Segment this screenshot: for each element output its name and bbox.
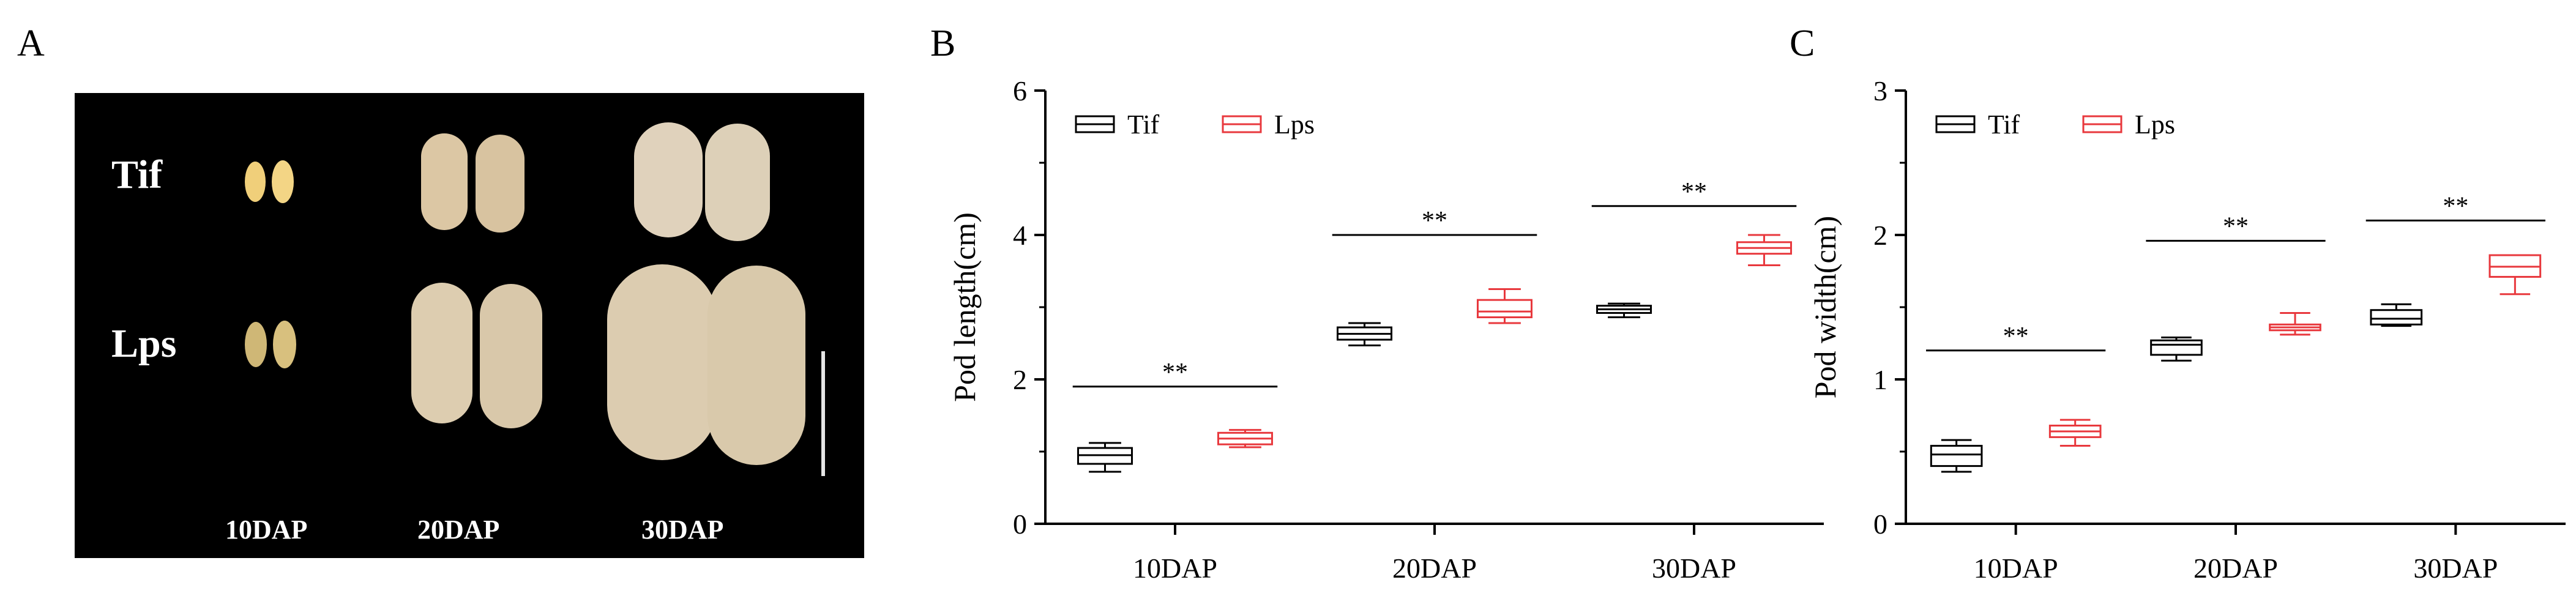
scale-bar xyxy=(821,351,825,476)
x-tick-label: 30DAP xyxy=(2413,553,2498,584)
box-tif xyxy=(2370,309,2423,326)
significance-label: ** xyxy=(2443,192,2468,220)
row-label-tif: Tif xyxy=(111,152,163,197)
y-tick-label: 2 xyxy=(1873,220,1887,251)
legend-label-tif: Tif xyxy=(1988,110,2020,140)
significance-label: ** xyxy=(1162,359,1188,387)
box-tif xyxy=(1930,445,1983,467)
pod-width-chart: 0 1 2 3 Pod width(cm) 10DAP 20DAP 30DAP ** ** ** Ti… xyxy=(1808,75,2566,584)
y-tick-label: 0 xyxy=(1873,508,1887,540)
panel-a-letter: A xyxy=(17,23,45,64)
lps-30dap-pod xyxy=(607,264,717,460)
panel-c-letter: C xyxy=(1790,23,1815,64)
y-tick-label: 1 xyxy=(1873,364,1887,395)
column-label-10dap: 10DAP xyxy=(225,515,308,545)
y-tick-label: 2 xyxy=(1013,364,1027,395)
tif-10dap-seed xyxy=(272,160,294,203)
pod-photo: Tif Lps 10DAP 20DAP 30DAP xyxy=(75,93,864,558)
significance-label: ** xyxy=(2223,212,2249,240)
legend-label-lps: Lps xyxy=(1274,110,1315,140)
x-tick-label: 10DAP xyxy=(1974,553,2058,584)
tif-20dap-pod xyxy=(476,135,525,233)
column-label-20dap: 20DAP xyxy=(417,515,500,545)
y-tick-label: 6 xyxy=(1013,75,1027,106)
x-tick-label: 20DAP xyxy=(1392,553,1477,584)
x-tick-label: 30DAP xyxy=(1652,553,1736,584)
y-tick-label: 0 xyxy=(1013,508,1027,540)
tif-30dap-pod xyxy=(634,122,703,237)
pod-length-chart: 0 2 4 6 Pod length(cm) 10DAP 20DAP 30DAP ** ** ** T… xyxy=(947,75,1824,584)
y-tick-label: 4 xyxy=(1013,220,1027,251)
legend-label-tif: Tif xyxy=(1127,110,1160,140)
lps-10dap-seed xyxy=(245,322,267,367)
x-tick-label: 10DAP xyxy=(1133,553,1217,584)
y-axis-label: Pod width(cm) xyxy=(1808,216,1842,399)
tif-20dap-pod xyxy=(421,133,468,230)
significance-label: ** xyxy=(2003,322,2029,351)
lps-10dap-seed xyxy=(273,321,296,368)
lps-30dap-pod xyxy=(707,266,805,465)
lps-20dap-pod xyxy=(480,284,542,428)
box-tif xyxy=(2150,339,2203,356)
row-label-lps: Lps xyxy=(111,321,177,366)
x-tick-label: 20DAP xyxy=(2193,553,2278,584)
column-label-30dap: 30DAP xyxy=(641,515,724,545)
y-axis-label: Pod length(cm) xyxy=(947,212,982,402)
panel-b-letter: B xyxy=(930,23,956,64)
tif-10dap-seed xyxy=(245,162,266,202)
significance-label: ** xyxy=(1422,207,1447,235)
lps-20dap-pod xyxy=(411,283,472,423)
y-tick-label: 3 xyxy=(1873,75,1887,106)
significance-label: ** xyxy=(1681,178,1707,206)
legend-label-lps: Lps xyxy=(2135,110,2175,140)
tif-30dap-pod xyxy=(705,124,770,241)
box-lps xyxy=(1476,299,1533,319)
